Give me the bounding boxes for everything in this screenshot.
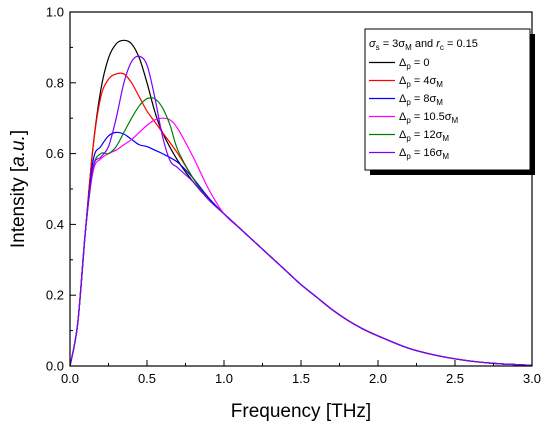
x-tick-label: 2.5 xyxy=(446,371,464,386)
legend-label-5: Δp = 12σM xyxy=(399,129,449,143)
y-tick-label: 0.4 xyxy=(46,217,64,232)
y-tick-label: 0.8 xyxy=(46,75,64,90)
legend-box xyxy=(364,28,531,171)
legend-label-4: Δp = 10.5σM xyxy=(399,111,459,125)
x-axis-title: Frequency [THz] xyxy=(231,401,371,422)
legend-label-2: Δp = 4σM xyxy=(399,75,443,89)
x-tick-label: 2.0 xyxy=(369,371,387,386)
legend-label-6: Δp = 16σM xyxy=(399,147,449,161)
x-tick-label: 0.0 xyxy=(61,371,79,386)
legend: σs = 3σM and rc = 0.15 Δp = 0Δp = 4σMΔp … xyxy=(364,28,535,175)
legend-label-1: Δp = 0 xyxy=(399,57,429,71)
legend-items: Δp = 0 Δp = 4σM Δp = 8σM Δp = 10.5σM Δp = 12… xyxy=(369,57,459,161)
y-tick-label: 0.0 xyxy=(46,359,64,374)
y-tick-label: 0.2 xyxy=(46,288,64,303)
x-tick-label: 0.5 xyxy=(138,371,156,386)
series-group xyxy=(69,39,533,367)
x-axis: 0.0 0.5 1.0 1.5 2.0 2.5 3.0 xyxy=(61,360,541,386)
legend-title: σs = 3σM and rc = 0.15 xyxy=(369,38,478,52)
x-tick-label: 3.0 xyxy=(523,371,541,386)
series-line-6 xyxy=(69,55,533,367)
y-tick-label: 0.6 xyxy=(46,146,64,161)
x-tick-label: 1.0 xyxy=(215,371,233,386)
y-tick-label: 1.0 xyxy=(46,5,64,20)
y-axis: 0.0 0.2 0.4 0.6 0.8 1.0 xyxy=(46,5,76,374)
legend-label-3: Δp = 8σM xyxy=(399,93,443,107)
y-axis-title: Intensity [a.u.] xyxy=(8,130,29,248)
x-tick-label: 1.5 xyxy=(292,371,310,386)
